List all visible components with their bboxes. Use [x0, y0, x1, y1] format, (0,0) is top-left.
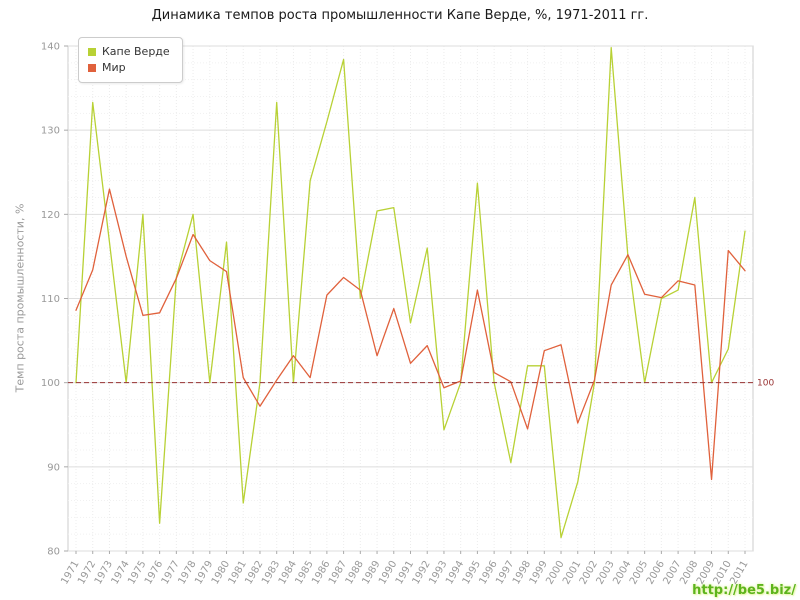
series-line-world — [75, 188, 746, 481]
y-tick-label: 130 — [41, 126, 60, 137]
y-tick-label: 100 — [41, 378, 60, 389]
legend: Капе Верде Мир — [78, 37, 183, 83]
y-tick-label: 80 — [47, 547, 60, 558]
y-tick-label: 110 — [41, 294, 60, 305]
cape-verde-legend-label: Капе Верде — [102, 45, 170, 58]
world-legend-label: Мир — [102, 61, 126, 74]
y-tick-label: 90 — [47, 462, 60, 473]
reference-line-label: 100 — [757, 379, 774, 389]
series-line-cape-verde — [75, 47, 746, 539]
legend-item-world: Мир — [88, 60, 170, 76]
y-tick-label: 140 — [41, 42, 60, 53]
watermark-link[interactable]: http://be5.biz/ — [692, 583, 796, 598]
world-legend-swatch — [88, 64, 96, 72]
chart-title: Динамика темпов роста промышленности Кап… — [151, 8, 649, 23]
y-tick-label: 120 — [41, 210, 60, 221]
cape-verde-legend-swatch — [88, 48, 96, 56]
legend-item-cape-verde: Капе Верде — [88, 44, 170, 60]
